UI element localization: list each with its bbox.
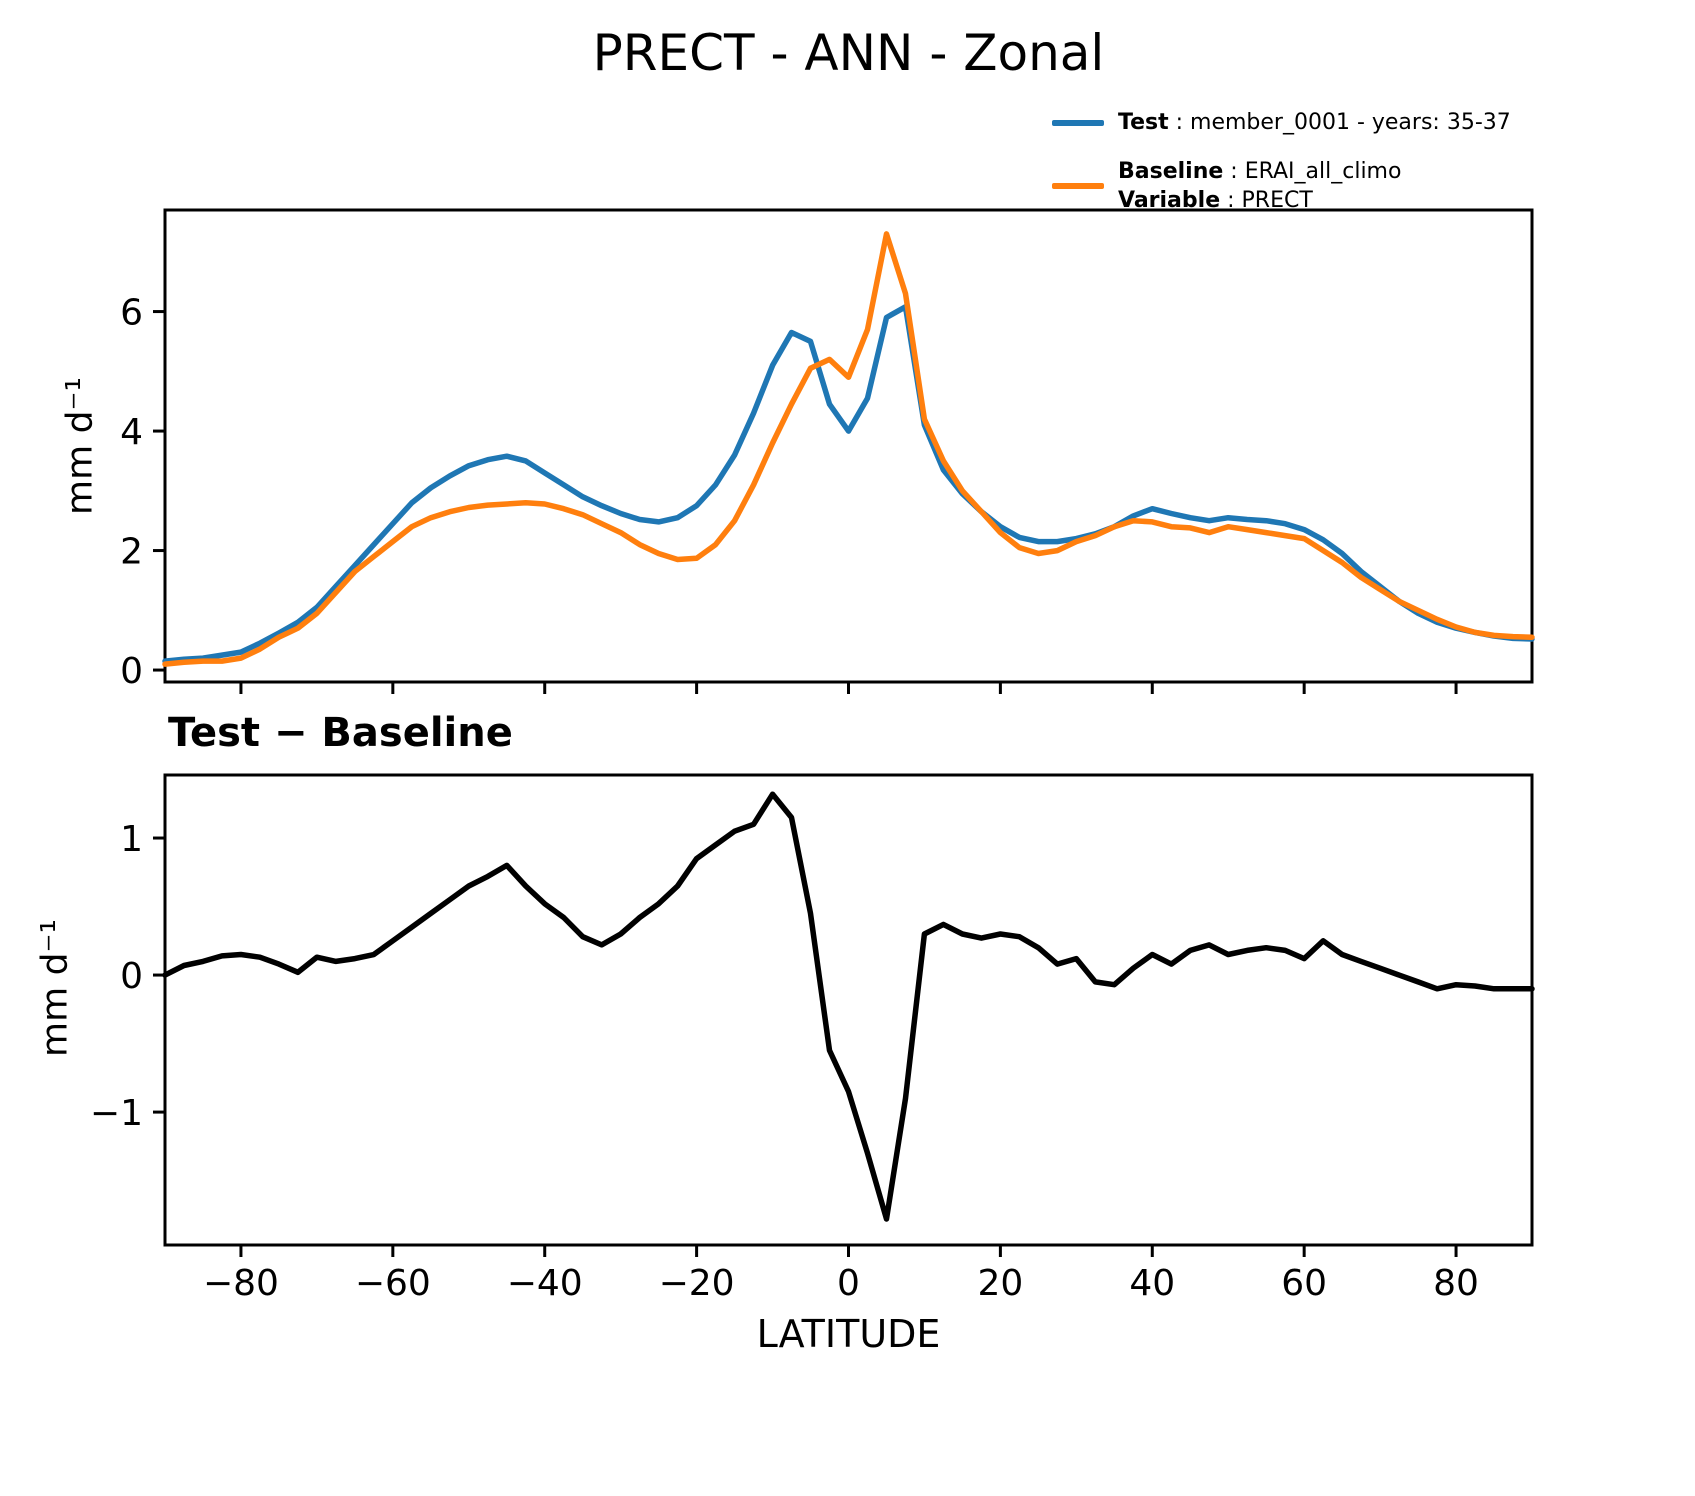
- diff-line: [162, 791, 1535, 1222]
- chart-title: PRECT - ANN - Zonal: [592, 24, 1105, 82]
- legend-test-rest: : member_0001 - years: 35-37: [1168, 110, 1511, 135]
- baseline-line-swatch: [1052, 183, 1104, 190]
- legend-entry-test: Test : member_0001 - years: 35-37: [1052, 108, 1511, 137]
- x-tick-label: 60: [1281, 1263, 1327, 1304]
- legend-baseline-line: Baseline : ERAI_all_climo: [1118, 157, 1401, 186]
- test-line: [162, 304, 1535, 664]
- x-tick-label: 0: [837, 1263, 860, 1304]
- y-tick-label: −1: [90, 1093, 143, 1134]
- x-tick-label: −20: [659, 1263, 735, 1304]
- y-tick-label: 0: [120, 651, 143, 692]
- x-tick-label: 40: [1129, 1263, 1175, 1304]
- y-tick-label: 6: [120, 293, 143, 334]
- test-line-swatch: [1052, 119, 1104, 126]
- x-tick-label: −80: [203, 1263, 279, 1304]
- y-tick-label: 4: [120, 412, 143, 453]
- x-tick-label: 20: [977, 1263, 1023, 1304]
- baseline-line: [162, 231, 1535, 667]
- panel-border: [163, 208, 1534, 684]
- panel-border: [163, 773, 1534, 1247]
- x-tick-label: −40: [507, 1263, 583, 1304]
- legend-test-label: Test : member_0001 - years: 35-37: [1118, 108, 1511, 137]
- x-tick-label: −60: [355, 1263, 431, 1304]
- diff-panel-title: Test − Baseline: [168, 710, 513, 756]
- x-axis-label: LATITUDE: [756, 1312, 941, 1356]
- y-tick-label: 0: [120, 956, 143, 997]
- legend-baseline-bold: Baseline: [1118, 159, 1224, 185]
- legend-test-bold: Test: [1118, 110, 1169, 135]
- top-panel-ylabel: mm d⁻¹: [59, 377, 101, 515]
- y-tick-label: 2: [120, 532, 143, 573]
- bottom-panel-ylabel: mm d⁻¹: [34, 919, 76, 1057]
- legend-baseline-rest: : ERAI_all_climo: [1223, 159, 1402, 185]
- x-tick-label: 80: [1433, 1263, 1479, 1304]
- y-tick-label: 1: [120, 819, 143, 860]
